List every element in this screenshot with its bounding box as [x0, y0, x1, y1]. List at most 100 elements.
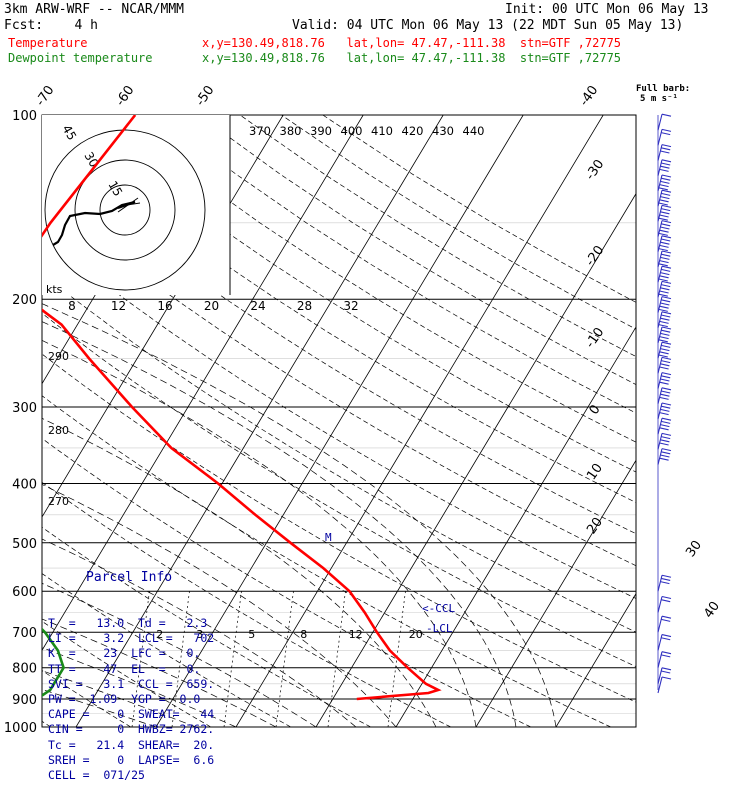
wind-barb-flag	[661, 432, 672, 436]
dry-adiabat-line	[42, 195, 636, 567]
isotherm-line	[395, 326, 636, 727]
wind-barb	[657, 235, 672, 252]
wind-barb-flag	[658, 293, 668, 297]
wind-barb-flag	[660, 211, 670, 215]
wind-barb-flag	[658, 339, 668, 343]
dry-adiabat-line	[42, 312, 636, 668]
wind-barb-flag	[661, 220, 672, 224]
wind-barb	[657, 417, 672, 435]
isotherm-label: -30	[583, 157, 607, 183]
isotherm-line	[235, 115, 604, 727]
wind-barb-flag	[659, 442, 669, 446]
wind-barb-flag	[660, 363, 670, 367]
hodograph-ring-label: 45	[59, 123, 79, 143]
pressure-tick-label: 200	[12, 293, 37, 308]
wind-barb-staff	[657, 634, 663, 651]
speed-tick-label: 24	[250, 299, 265, 313]
pressure-tick-label: 600	[12, 585, 37, 600]
mixing-ratio-line	[327, 591, 346, 727]
wind-barb-flag	[661, 177, 671, 181]
wind-barb-flag	[661, 595, 672, 600]
hodograph-background	[42, 115, 230, 295]
wind-barb-flag	[661, 250, 672, 254]
model-title: 3km ARW-WRF -- NCAR/MMM	[4, 2, 185, 17]
speed-tick-label: 32	[343, 299, 358, 313]
dry-adiabat-line	[42, 481, 451, 727]
mixing-ratio-label: 2	[156, 628, 163, 641]
mixing-ratio-label: 12	[349, 628, 363, 641]
wind-barb-flag	[661, 390, 671, 394]
parcel-info-row: SREH = 0 LAPSE= 6.6	[48, 752, 215, 767]
mixing-ratio-label: 5	[248, 628, 255, 641]
mixing-ratio-line	[387, 591, 406, 727]
wind-barb-flag	[660, 287, 670, 291]
wind-barb-flag	[661, 159, 672, 163]
wind-barb-flag	[661, 174, 672, 178]
wind-barb-flag	[659, 351, 669, 355]
wind-barb-flag	[661, 204, 672, 208]
speed-tick-label: 8	[68, 299, 76, 313]
parcel-info-row: T = 13.0 Td = 2.3	[48, 616, 208, 631]
wind-barb	[657, 326, 672, 344]
isotherm-label: 40	[701, 599, 723, 621]
parcel-info-row: TT = 47 EL = 0.	[48, 661, 201, 676]
hodograph-trace	[52, 200, 136, 246]
dry-adiabat-line	[74, 115, 636, 473]
wind-barb-staff	[657, 114, 663, 131]
wind-barb-flag	[660, 332, 670, 336]
forecast-hour: Fcst: 4 h	[4, 18, 98, 33]
isotherm-line	[555, 592, 636, 727]
wind-barb	[657, 159, 672, 176]
wind-barb-flag	[659, 457, 669, 461]
dry-adiabat-line	[42, 234, 636, 599]
wind-barb-flag	[659, 260, 669, 264]
wind-barb-flag	[661, 147, 671, 151]
hodograph-unit-label: kts	[46, 283, 63, 296]
wind-barb-flag	[660, 581, 670, 585]
wind-barb-flag	[661, 253, 671, 257]
wind-barb-staff	[657, 372, 663, 389]
theta-label: 400	[341, 124, 363, 138]
wind-barb-flag	[661, 634, 672, 638]
wind-barb	[657, 189, 672, 207]
parcel-info-row: CELL = 071/25	[48, 768, 145, 783]
dry-adiabat-line	[42, 158, 636, 535]
wind-barb	[657, 250, 672, 268]
wind-barb-flag	[659, 427, 669, 431]
wind-barb-flag	[661, 341, 672, 345]
wind-barb	[657, 402, 672, 420]
isotherm-line	[635, 726, 636, 727]
theta-label: 370	[249, 124, 271, 138]
full-barb-label: Full barb:	[636, 84, 691, 94]
mixing-ratio-label: 20	[409, 628, 423, 641]
wind-barb-flag	[660, 348, 670, 352]
dry-adiabat-line	[42, 273, 636, 633]
pressure-tick-label: 400	[12, 477, 37, 492]
isotherm-label: -10	[583, 325, 607, 351]
theta-label: 440	[463, 124, 485, 138]
dry-adiabat-line	[156, 115, 636, 414]
parcel-info-row: CAPE = 0 SWEAT= 44	[48, 707, 215, 722]
wind-barb-flag	[661, 144, 672, 148]
isotherm-label: 20	[584, 515, 606, 537]
wind-barb-flag	[661, 667, 672, 671]
wind-barb-flag	[659, 381, 669, 385]
theta-label: 380	[280, 124, 302, 138]
wind-barb	[657, 634, 672, 651]
wind-barb-staff	[657, 575, 663, 592]
wind-barb-flag	[661, 637, 671, 641]
wind-barb	[657, 311, 672, 328]
speed-tick-label: 16	[157, 299, 172, 313]
moist-adiabat-line	[42, 417, 437, 727]
mixing-ratio-line	[275, 591, 294, 727]
theta-left-label: 290	[48, 350, 69, 363]
parcel-info-row: K = 23 LFC = 0.	[48, 646, 201, 661]
wind-barb	[657, 341, 672, 359]
wind-barb	[657, 265, 672, 283]
wind-barb-flag	[661, 676, 672, 680]
wind-barb-flag	[660, 256, 670, 260]
valid-time: Valid: 04 UTC Mon 06 May 13 (22 MDT Sun …	[292, 18, 684, 33]
speed-tick-label: 20	[204, 299, 219, 313]
wind-barb-flag	[660, 424, 670, 428]
isotherm-line	[475, 459, 636, 727]
